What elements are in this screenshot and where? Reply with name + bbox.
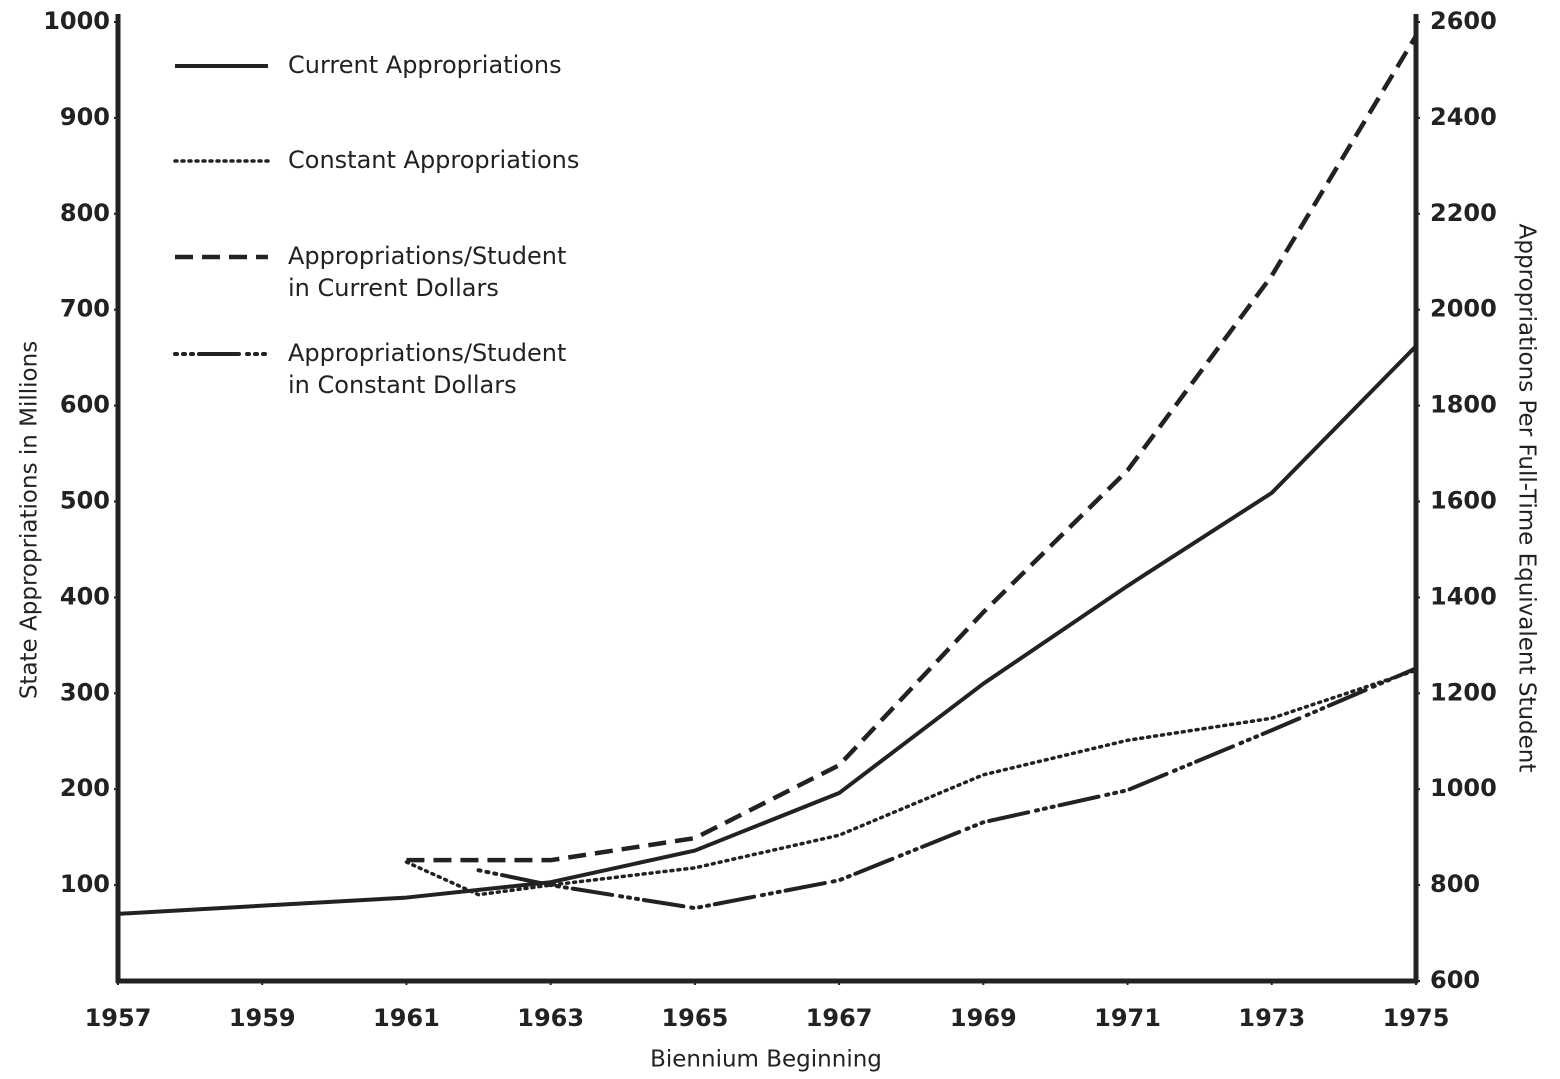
legend-label: in Constant Dollars (288, 371, 517, 399)
x-tick-label: 1975 (1383, 1004, 1450, 1032)
series-line (406, 34, 1418, 863)
y2-tick-label: 2200 (1430, 199, 1497, 227)
x-tick-label: 1963 (517, 1004, 584, 1032)
y2-tick-label: 1200 (1430, 678, 1497, 706)
legend-label: Current Appropriations (288, 51, 562, 79)
y-tick-label: 300 (60, 678, 110, 706)
y2-axis-label: Appropriations Per Full-Time Equivalent … (1514, 224, 1540, 773)
y2-tick-label: 2600 (1430, 7, 1497, 35)
x-tick-label: 1969 (950, 1004, 1017, 1032)
y2-tick-label: 1000 (1430, 774, 1497, 802)
x-axis-label: Biennium Beginning (650, 1047, 882, 1073)
x-tick-label: 1965 (661, 1004, 728, 1032)
x-tick-label: 1973 (1238, 1004, 1305, 1032)
legend-label: Appropriations/Student (288, 339, 566, 367)
y-tick-label: 500 (60, 487, 110, 515)
x-tick-label: 1967 (806, 1004, 873, 1032)
series-line (476, 666, 1418, 911)
y2-tick-label: 2000 (1430, 295, 1497, 323)
series-line (117, 344, 1418, 916)
x-tick-label: 1971 (1094, 1004, 1161, 1032)
y-tick-label: 800 (60, 199, 110, 227)
y2-tick-label: 600 (1430, 966, 1480, 994)
y-tick-label: 600 (60, 391, 110, 419)
y-tick-label: 200 (60, 774, 110, 802)
y-tick-label: 700 (60, 295, 110, 323)
y-tick-label: 100 (60, 870, 110, 898)
y-tick-label: 900 (60, 103, 110, 131)
x-tick-label: 1957 (85, 1004, 152, 1032)
y-axis-label: State Appropriations in Millions (17, 341, 43, 699)
y2-tick-label: 1800 (1430, 391, 1497, 419)
y2-tick-label: 2400 (1430, 103, 1497, 131)
x-tick-label: 1961 (373, 1004, 440, 1032)
y-tick-label: 400 (60, 582, 110, 610)
y2-tick-label: 800 (1430, 870, 1480, 898)
legend-label: in Current Dollars (288, 274, 499, 302)
y-tick-label: 1000 (43, 7, 110, 35)
legend-label: Appropriations/Student (288, 242, 566, 270)
x-tick-label: 1959 (229, 1004, 296, 1032)
series-line (404, 668, 1418, 897)
y2-tick-label: 1600 (1430, 487, 1497, 515)
legend-label: Constant Appropriations (288, 146, 579, 174)
y2-tick-label: 1400 (1430, 582, 1497, 610)
